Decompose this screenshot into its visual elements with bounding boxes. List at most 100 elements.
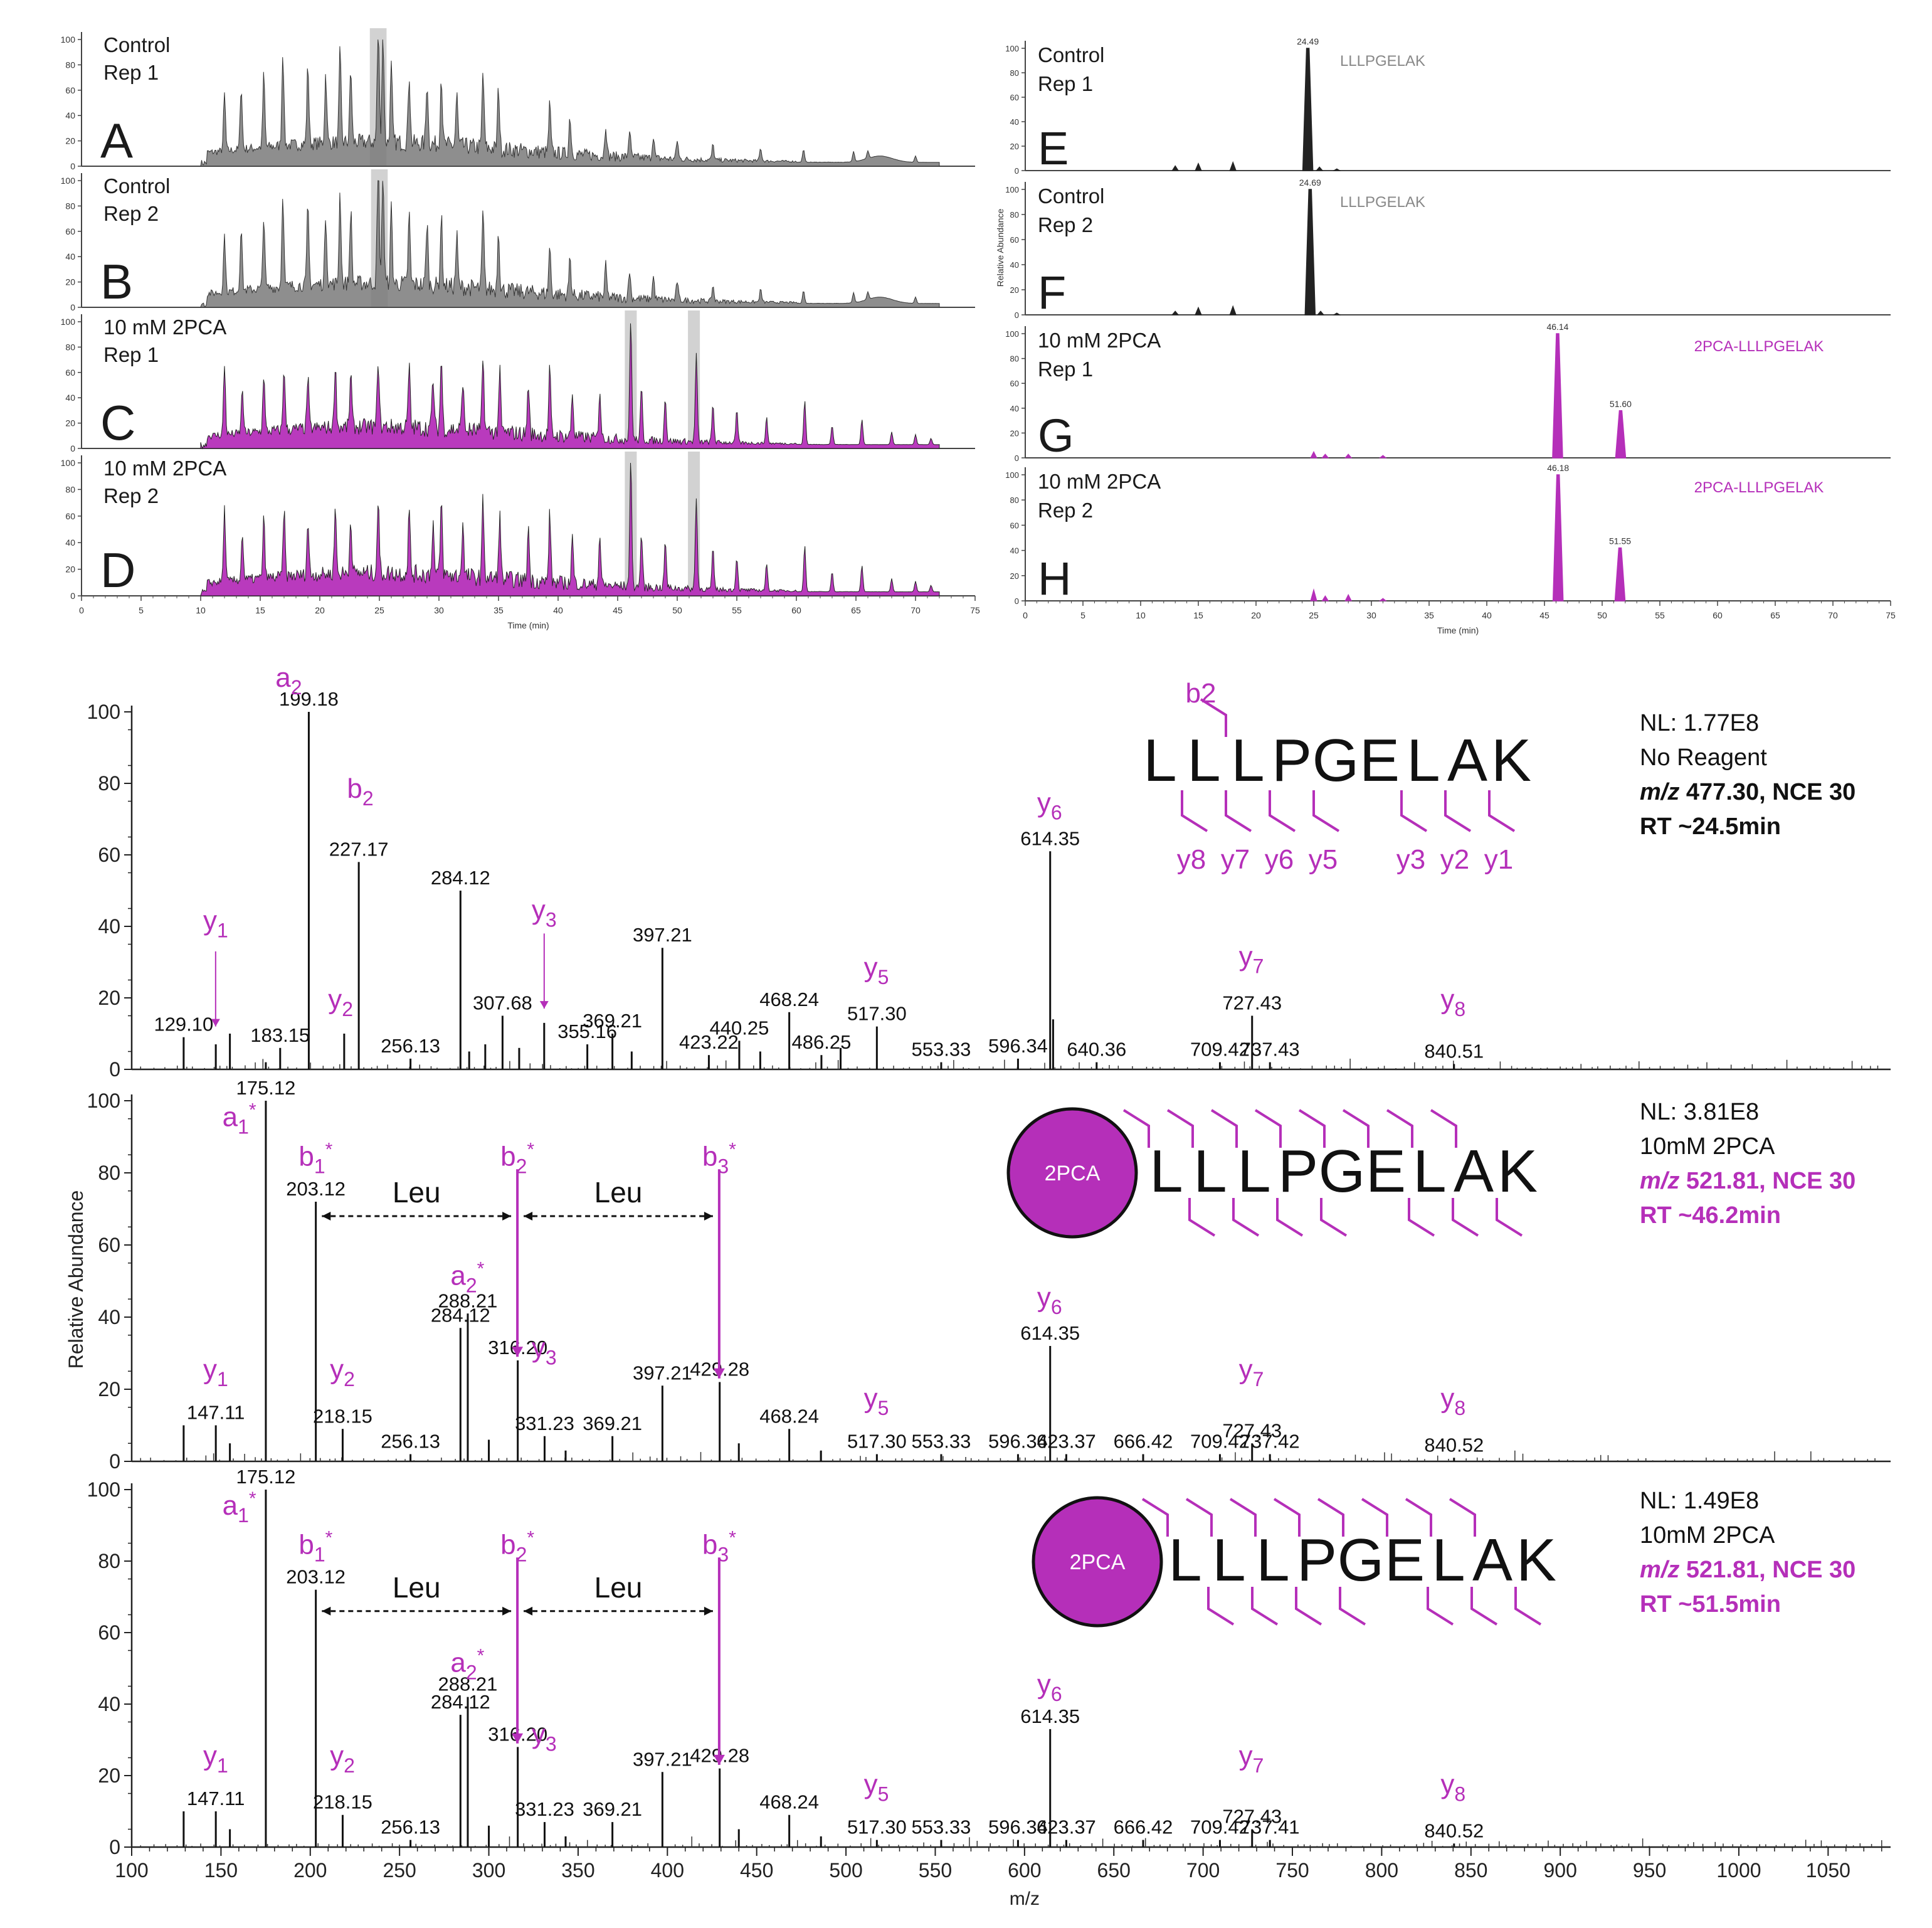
peak-mz-label: 423.22 [679,1031,739,1053]
peak-mz-label: 737.42 [1240,1431,1300,1453]
y-tick-label: 100 [1005,44,1019,53]
peptide-sequence: 2PCA L L L P G E L A K [1032,1496,1556,1628]
peak-mz-label: 397.21 [633,924,692,946]
ion-label-a1-star: a1* [223,1099,256,1138]
x-tick-label: 55 [1655,610,1665,620]
panel-letter: G [1038,410,1074,462]
y-tick-label: 80 [65,201,75,211]
leu-arrowhead [524,1212,533,1221]
ion-label-b1-star: b1* [298,1140,332,1178]
ion-type: y [1037,788,1051,818]
ion-label-y2: y2 [328,984,353,1020]
peak-mz-label: 218.15 [313,1405,372,1427]
ion-index: 5 [878,1783,889,1806]
ion-type: y [1239,1740,1253,1771]
x-axis-title: m/z [1010,1888,1040,1909]
peak-mz-label: 553.33 [912,1431,971,1453]
y-tick-label: 20 [1010,285,1019,295]
residue-l: L [1168,1527,1201,1594]
x-tick-label: 25 [1309,610,1319,620]
ion-index: 5 [878,1397,889,1419]
peak-mz-label: 737.43 [1240,1039,1300,1061]
y-tick-label: 100 [1005,470,1019,480]
peak-mz-label: 175.12 [236,1466,296,1488]
peak-mz-label: 727.43 [1222,1419,1282,1441]
y-fragment-bracket [1427,1587,1454,1626]
ion-label-y7: y7 [1239,941,1264,978]
y-fragment-bracket [1181,790,1208,832]
spectra-x-axis: 100 150 200 250 300 350 400 450 500 550 600 650 700 7… [65,1190,1882,1909]
x-tick-label: 45 [1539,610,1549,620]
y-tick-label: 40 [98,915,120,938]
peak-mz-label: 147.11 [187,1788,245,1809]
panel-label-replicate: Rep 2 [1038,213,1093,236]
ion-star: * [325,1140,333,1160]
ion-index: 2 [466,1661,477,1684]
x-tick-label: 700 [1186,1859,1220,1882]
x-tick-label: 20 [315,605,325,615]
b-fragment-bracket [1361,1498,1388,1537]
residue-l: L [1413,1138,1446,1205]
ion-label-y6: y6 [1037,1669,1062,1705]
panel-letter: E [1038,122,1069,174]
y-tick-label: 40 [1010,260,1019,270]
x-tick-label: 75 [1886,610,1896,620]
ion-index: 3 [546,909,557,931]
residue-l: L [1407,727,1440,794]
peak-mz-label: 517.30 [847,1816,907,1838]
x-tick-label: 65 [851,605,861,615]
ion-index: 2 [344,1754,355,1777]
x-tick-label: 450 [740,1859,773,1882]
y-tick-label: 80 [65,484,75,494]
x-tick-label: 45 [613,605,623,615]
y-tick-label: 0 [1015,453,1019,463]
y-tick-label: 0 [70,591,75,601]
ion-type: a [223,1490,238,1521]
peak-mz-label: 203.12 [286,1566,346,1588]
y-fragment-bracket [1225,790,1252,832]
xic-peak-rt-label: 51.55 [1609,536,1631,546]
ion-label-y5: y5 [864,952,889,988]
b-fragment-label: b2 [1186,678,1217,709]
y-tick-label: 100 [1005,329,1019,339]
ion-label-text: y6 [1037,1669,1062,1705]
panel-label-replicate: Rep 1 [103,343,159,366]
peak-mz-label: 840.51 [1424,1040,1484,1062]
b-fragment-bracket [1122,1109,1150,1148]
ion-index: 5 [878,966,889,988]
residue-l: L [1193,1138,1227,1205]
leu-label: Leu [393,1176,441,1209]
y-fragment-bracket [1207,1587,1235,1626]
peak-mz-label: 709.42 [1190,1816,1250,1838]
ion-type: b [500,1530,515,1560]
peak-mz-label: 369.21 [583,1412,642,1434]
ion-type: a [223,1101,238,1132]
ion-type: y [864,1769,878,1800]
b-fragment-bracket [1449,1498,1476,1537]
ion-label-y1: y1 [203,1354,228,1390]
b-fragment-bracket [1405,1498,1432,1537]
ion-label-a1-star: a1* [223,1488,256,1527]
x-tick-label: 550 [919,1859,952,1882]
fragment-arrowhead [713,1368,725,1379]
residue-l: L [1231,727,1264,794]
ion-type: b [298,1530,314,1560]
precursor-info: m/z 477.30, NCE 30 [1640,779,1855,805]
panel-letter: B [100,254,133,309]
panel-label-replicate: Rep 2 [103,484,159,507]
ion-label-y5: y5 [864,1383,889,1419]
residue-p: P [1272,727,1312,794]
y-tick-label: 20 [98,1378,120,1401]
ion-index: 1 [314,1544,325,1566]
y-tick-label: 80 [98,772,120,795]
peak-mz-label: 468.24 [759,1405,819,1427]
fragment-arrowhead [512,1733,524,1744]
xic-peak [1614,547,1626,601]
ion-label-y3: y3 [532,895,557,931]
peak-mz-label: 256.13 [381,1431,440,1453]
ion-star: * [249,1488,256,1509]
peak-mz-label: 596.34 [988,1816,1048,1838]
ion-label-text: y1 [203,906,228,942]
b-fragment-bracket [1210,1109,1238,1148]
